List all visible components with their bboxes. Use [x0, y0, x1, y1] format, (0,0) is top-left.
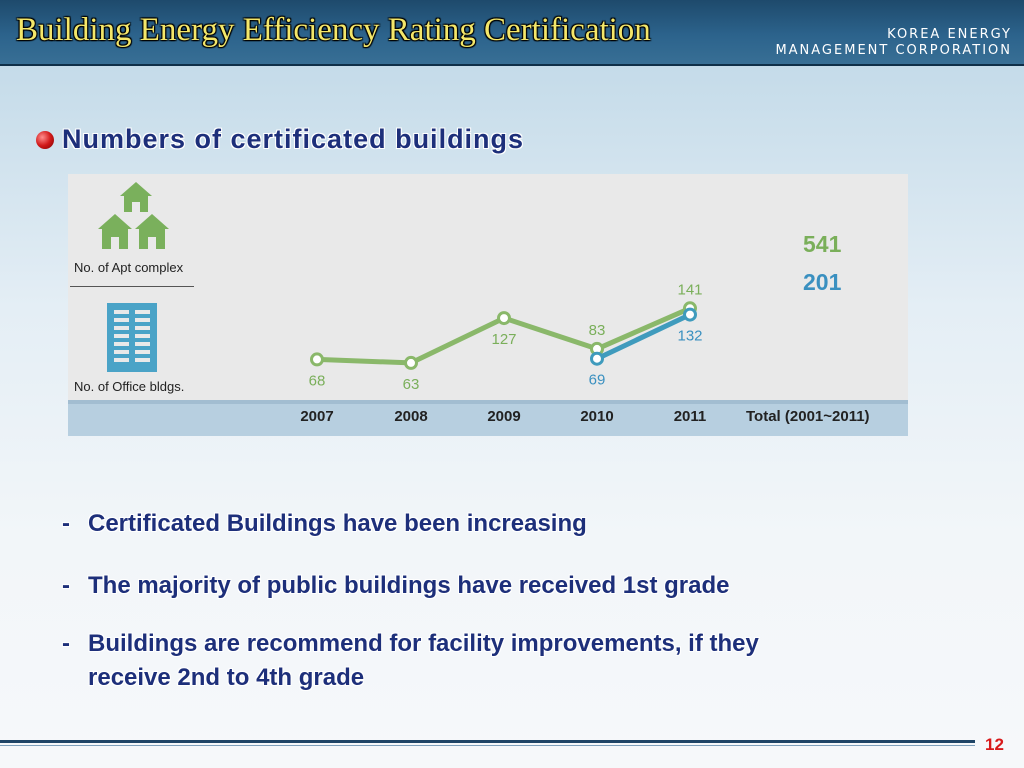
data-label: 127 [491, 331, 516, 348]
x-tick-2007: 2007 [300, 408, 334, 425]
legend-office-label: No. of Office bldgs. [74, 379, 185, 394]
legend-divider [70, 286, 194, 287]
bullet-2-dash: - [62, 572, 70, 599]
total-office-value: 201 [803, 269, 842, 295]
x-tick-2008: 2008 [394, 408, 428, 425]
bullet-3: - Buildings are recommend for facility im… [62, 630, 759, 658]
legend-apt-label: No. of Apt complex [74, 260, 184, 275]
data-point [497, 311, 511, 326]
x-tick-2009: 2009 [487, 408, 521, 425]
bullet-1-text: Certificated Buildings have been increas… [88, 510, 587, 537]
section-heading: Numbers of certificated buildings [62, 124, 525, 154]
bullet-3-continuation: receive 2nd to 4th grade [88, 664, 365, 691]
total-column-label: Total (2001~2011) [746, 408, 870, 425]
data-point [404, 355, 418, 370]
bullet-2: - The majority of public buildings have r… [62, 572, 730, 600]
year-axis-band [68, 400, 908, 436]
bullet-3-dash: - [62, 630, 70, 657]
company-logo-text: KOREA ENERGY MANAGEMENT CORPORATION [775, 27, 1012, 59]
x-tick-2011: 2011 [673, 408, 707, 425]
company-line-2: MANAGEMENT CORPORATION [775, 43, 1012, 58]
data-label: 63 [403, 376, 420, 393]
office-building-icon [107, 303, 157, 372]
data-point [683, 307, 697, 322]
page-number: 12 [985, 735, 1004, 754]
bullet-3-text: Buildings are recommend for facility imp… [88, 630, 759, 657]
data-label: 132 [677, 328, 702, 345]
series-line-1 [595, 312, 692, 361]
line-plot: 68 63 127 83 141 69 132 [309, 281, 703, 393]
legend-icons [98, 182, 169, 372]
red-bullet-icon [36, 130, 54, 149]
bullet-1: - Certificated Buildings have been increa… [62, 510, 587, 538]
data-label: 141 [677, 281, 702, 298]
houses-icon [98, 182, 169, 249]
bullet-2-text: The majority of public buildings have re… [88, 572, 730, 599]
slide-title: Building Energy Efficiency Rating Certif… [16, 12, 651, 48]
company-line-1: KOREA ENERGY [887, 27, 1012, 42]
data-point [310, 352, 324, 367]
data-point [590, 351, 604, 366]
data-label: 69 [589, 372, 606, 389]
data-label: 68 [309, 372, 326, 389]
section-heading-row: Numbers of certificated buildings [36, 124, 524, 155]
x-tick-2010: 2010 [580, 408, 614, 425]
footer-rule-thin [0, 745, 975, 746]
chart-panel: No. of Apt complex No. of Office bldgs. … [68, 174, 908, 436]
total-apt-value: 541 [803, 231, 842, 257]
footer-rule [0, 740, 975, 743]
data-label: 83 [589, 322, 606, 339]
bullet-1-dash: - [62, 510, 70, 537]
header-bar: Building Energy Efficiency Rating Certif… [0, 0, 1024, 66]
